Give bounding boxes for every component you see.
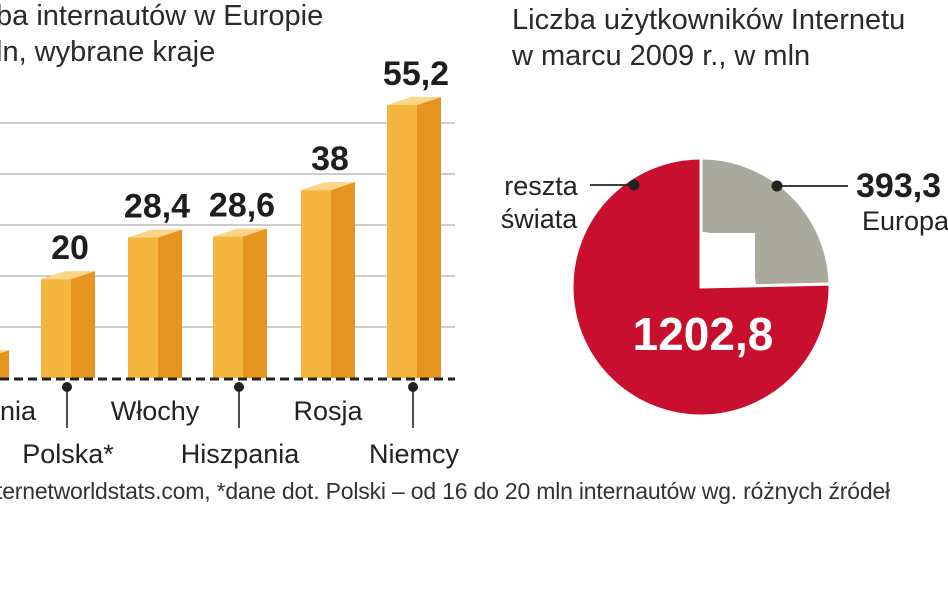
category-tick-label: Włochy [111, 396, 200, 426]
bar-top [41, 271, 95, 280]
source-note: ternetworldstats.com, *dane dot. Polski … [0, 478, 890, 504]
pie-chart-title-line1: Liczba użytkowników Internetu [512, 4, 906, 36]
bar-value-label: 28,6 [209, 187, 275, 225]
bar-front [128, 237, 158, 378]
pie-label-rest-of-world-line1: reszta [504, 171, 579, 201]
pie-value-label-rest-of-world: 1202,8 [633, 308, 774, 360]
bar-front [301, 190, 331, 378]
bar-side [331, 182, 355, 378]
category-tick-label: Hiszpania [181, 439, 301, 469]
pie-value-label-europe: 393,3 [856, 167, 941, 205]
bar-side [158, 229, 182, 378]
bar-side [71, 271, 95, 378]
bar-chart-title: ba internautów w Europie ln, wybrane kra… [0, 0, 323, 70]
pie-chart-title: Liczba użytkowników Internetu w marcu 20… [512, 2, 905, 74]
bar-value-label: 38 [311, 140, 349, 178]
bar-side [0, 350, 9, 378]
category-leader-dot [408, 382, 418, 392]
category-tick-label: Niemcy [369, 439, 460, 469]
bar-front [387, 105, 417, 378]
pie-chart-title-line2: w marcu 2009 r., w mln [512, 40, 811, 72]
category-leader-dot [62, 382, 72, 392]
bar-top [213, 228, 267, 237]
category-tick-label: Polska* [22, 439, 114, 469]
bar-front [213, 236, 243, 378]
bar-value-label: 55,2 [383, 55, 449, 93]
bar-chart-title-line1: ba internautów w Europie [0, 0, 324, 32]
bar-top [0, 350, 9, 354]
bar-value-label: 28,4 [124, 188, 190, 226]
bar-side [417, 97, 441, 378]
pie-inner-arc [700, 232, 756, 288]
category-tick-label: Rosja [293, 396, 363, 426]
bar-top [387, 97, 441, 105]
category-tick-label: nia [0, 396, 37, 426]
bar-side [243, 228, 267, 378]
bar-front [41, 279, 71, 378]
bar-top [128, 229, 182, 238]
pie-leader-dot-rest-of-world [628, 179, 640, 191]
category-leader-dot [234, 382, 244, 392]
bar-chart-title-line2: ln, wybrane kraje [0, 36, 216, 68]
pie-label-europe: Europa [862, 206, 948, 236]
pie-label-rest-of-world-line2: świata [501, 204, 579, 234]
bar-top [301, 182, 355, 191]
pie-center-notch [701, 233, 755, 287]
pie-slice-rest-of-world [570, 156, 832, 418]
bar-value-label: 20 [51, 229, 89, 267]
